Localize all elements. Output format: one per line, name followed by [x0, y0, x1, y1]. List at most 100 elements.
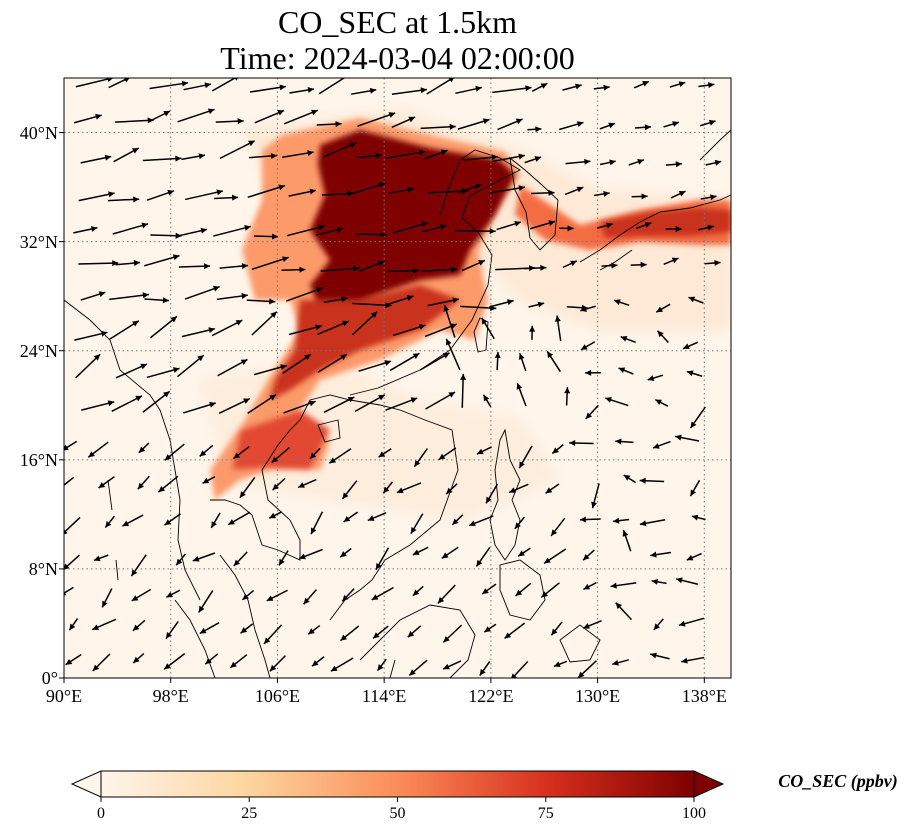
- wind-arrow: [412, 546, 429, 556]
- wind-arrow: [115, 363, 148, 379]
- wind-arrow: [651, 578, 667, 585]
- wind-arrow: [442, 624, 463, 643]
- wind-arrow: [367, 512, 387, 522]
- wind-arrow: [108, 196, 140, 203]
- wind-arrow: [481, 583, 497, 595]
- wind-arrow: [184, 285, 220, 300]
- wind-arrow: [633, 80, 650, 89]
- wind-arrow: [496, 220, 522, 231]
- wind-arrow: [185, 189, 224, 201]
- map-title: CO_SEC at 1.5km: [277, 4, 518, 40]
- wind-arrow: [622, 529, 632, 552]
- coast-bay-bengal: [64, 299, 201, 601]
- wind-arrow: [691, 514, 706, 521]
- wind-arrow: [146, 189, 175, 201]
- coastlines: [64, 129, 731, 678]
- wind-arrow: [65, 653, 82, 666]
- wind-arrow: [254, 233, 279, 240]
- wind-arrow: [328, 448, 352, 464]
- wind-arrow: [297, 478, 317, 489]
- coast-china-east: [349, 149, 521, 396]
- wind-arrow: [531, 82, 548, 92]
- plume-core: [310, 130, 515, 310]
- wind-arrow: [686, 370, 703, 377]
- wind-arrow: [457, 118, 490, 130]
- wind-arrow: [438, 447, 457, 461]
- wind-arrow: [241, 590, 255, 601]
- wind-arrow: [199, 444, 214, 457]
- wind-arrow: [593, 190, 610, 197]
- wind-arrow: [251, 311, 278, 336]
- wind-arrow: [239, 476, 256, 499]
- wind-arrow: [580, 305, 596, 312]
- wind-arrow: [514, 516, 525, 530]
- wind-arrow: [492, 85, 532, 94]
- wind-arrow: [131, 588, 152, 602]
- wind-arrow: [545, 483, 560, 494]
- wind-arrow: [303, 589, 317, 605]
- wind-arrow: [669, 81, 686, 88]
- wind-arrow: [343, 511, 358, 523]
- wind-arrow: [445, 483, 458, 495]
- wind-arrow: [639, 518, 666, 527]
- wind-arrow: [286, 287, 323, 302]
- wind-arrow: [268, 511, 283, 519]
- lon-tick-label: 122°E: [468, 686, 514, 706]
- wind-arrow: [528, 301, 545, 308]
- wind-arrow: [564, 387, 571, 406]
- wind-arrow: [166, 589, 181, 598]
- wind-arrow: [73, 226, 98, 234]
- wind-arrow: [341, 588, 355, 602]
- wind-arrow: [378, 448, 392, 458]
- wind-arrow: [385, 149, 426, 159]
- wind-arrow: [686, 552, 702, 561]
- wind-arrow: [351, 87, 377, 95]
- wind-arrow: [218, 397, 251, 414]
- wind-arrow: [148, 110, 171, 123]
- wind-arrow: [144, 297, 170, 304]
- wind-arrow: [455, 228, 496, 235]
- wind-arrow: [181, 327, 216, 338]
- wind-arrow: [339, 547, 352, 558]
- wind-arrow: [214, 194, 239, 201]
- wind-arrow: [551, 444, 564, 455]
- wind-arrow: [540, 582, 560, 598]
- wind-arrow: [475, 547, 491, 567]
- wind-arrow: [109, 320, 140, 340]
- wind-arrow: [655, 303, 671, 313]
- wind-vectors: [64, 78, 722, 678]
- wind-arrow: [341, 480, 358, 500]
- colorbar-tick-label: 100: [682, 805, 706, 822]
- wind-arrow: [652, 440, 671, 449]
- wind-arrow: [74, 330, 108, 341]
- wind-arrow: [321, 190, 354, 197]
- colorbar-tick-label: 50: [389, 805, 406, 822]
- wind-arrow: [442, 660, 462, 670]
- wind-arrow: [104, 515, 115, 529]
- wind-arrow: [92, 618, 117, 631]
- wind-arrow: [111, 395, 143, 412]
- tick-marks: [59, 132, 705, 683]
- wind-arrow: [164, 513, 181, 526]
- wind-arrow: [451, 514, 464, 526]
- wind-arrow: [461, 259, 486, 272]
- wind-arrow: [132, 619, 146, 632]
- wind-arrow: [122, 514, 144, 527]
- lon-tick-label: 106°E: [254, 686, 301, 706]
- wind-arrow: [354, 394, 386, 413]
- wind-arrow: [392, 324, 426, 337]
- wind-arrow: [73, 113, 102, 124]
- wind-arrow: [108, 78, 131, 89]
- wind-arrow: [137, 475, 150, 490]
- wind-arrow: [517, 547, 531, 557]
- wind-arrow: [489, 299, 514, 308]
- wind-arrow: [631, 193, 648, 200]
- wind-arrow: [705, 159, 722, 166]
- wind-arrow: [681, 656, 705, 664]
- wind-arrow: [247, 394, 277, 414]
- colorbar-tick-label: 25: [241, 805, 258, 822]
- plume-red-korea: [600, 208, 731, 238]
- wind-arrow: [483, 623, 497, 633]
- lat-tick-label: 8°N: [28, 558, 58, 579]
